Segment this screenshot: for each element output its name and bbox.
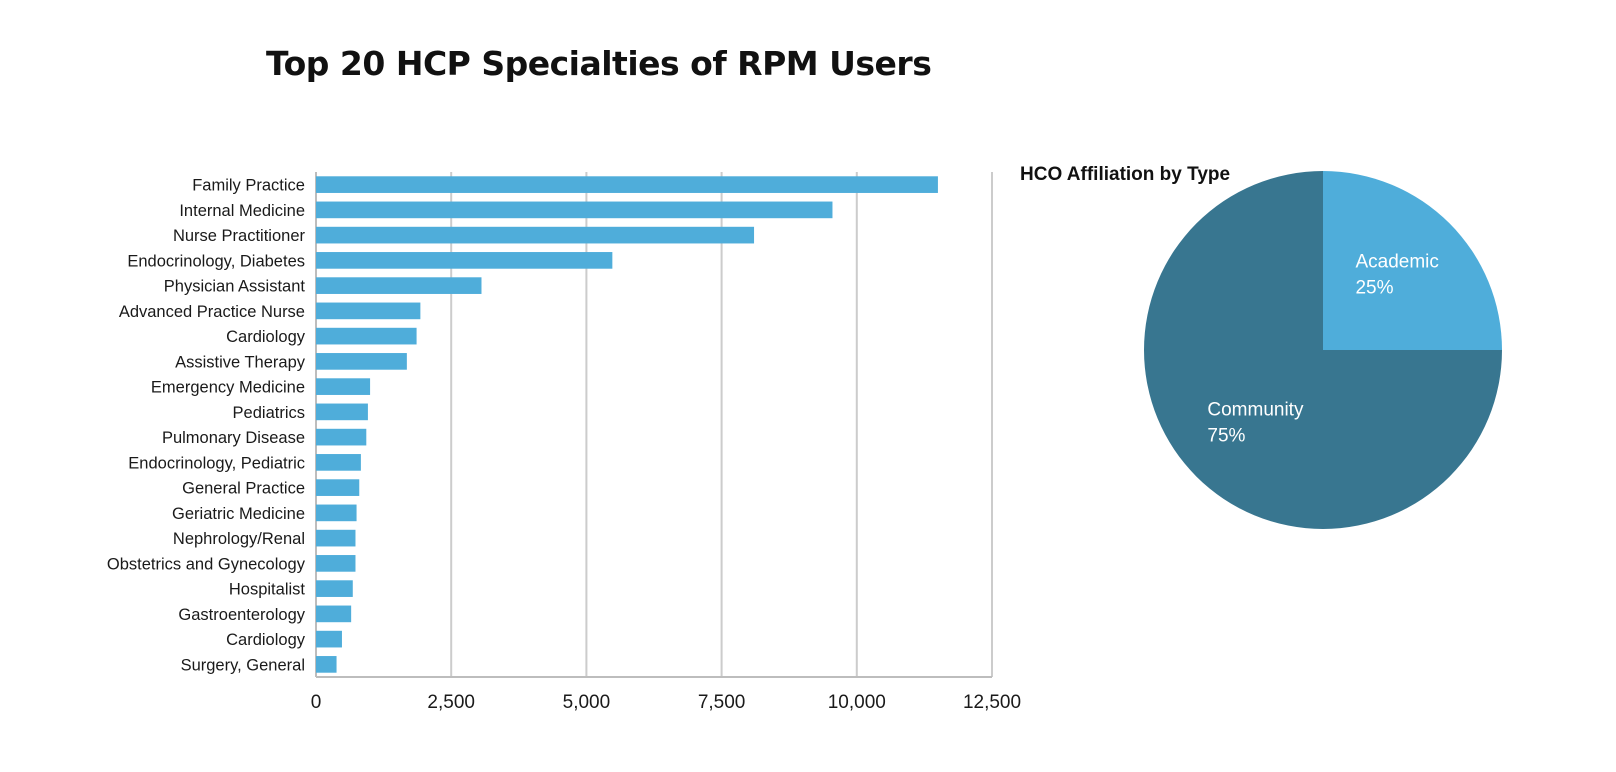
- bar: [316, 504, 357, 522]
- bar: [316, 630, 342, 648]
- bar: [316, 277, 482, 294]
- bar: [316, 555, 356, 572]
- bar: [316, 403, 368, 421]
- pie-slice-percent: 25%: [1355, 278, 1393, 299]
- category-label: Gastroenterology: [178, 606, 305, 624]
- bar: [316, 454, 361, 471]
- bar: [316, 605, 352, 623]
- bar: [316, 428, 367, 446]
- category-label: Endocrinology, Pediatric: [128, 454, 305, 472]
- pie-slice-percent: 75%: [1207, 426, 1245, 447]
- bar: [316, 226, 755, 244]
- pie-slices: [1144, 171, 1502, 529]
- category-label: Pulmonary Disease: [162, 429, 305, 447]
- pie-slice-label: Community: [1207, 400, 1304, 421]
- bar-chart: Family Practice Internal Medicine Nurse Pr…: [107, 172, 1021, 713]
- x-tick-label: 2,500: [427, 692, 475, 713]
- x-tick-label: 10,000: [828, 692, 886, 713]
- category-label: Physician Assistant: [164, 278, 306, 296]
- x-tick-label: 0: [311, 692, 322, 713]
- bar: [316, 302, 421, 320]
- category-label: Cardiology: [226, 631, 306, 649]
- category-label: General Practice: [182, 480, 305, 498]
- x-tick-label: 12,500: [963, 692, 1021, 713]
- pie-labels: Academic 25% Community 75%: [1207, 252, 1439, 447]
- pie-chart: HCO Affiliation by Type Academic 25% Commu…: [1020, 164, 1502, 529]
- pie-slice: [1323, 171, 1502, 350]
- bar: [316, 479, 360, 496]
- bar: [316, 353, 407, 370]
- bar: [316, 529, 356, 547]
- x-tick-label: 5,000: [563, 692, 611, 713]
- bar: [316, 252, 613, 269]
- category-label: Internal Medicine: [179, 202, 305, 220]
- category-label: Obstetrics and Gynecology: [107, 555, 306, 573]
- bar: [316, 580, 353, 597]
- category-label: Endocrinology, Diabetes: [127, 252, 305, 270]
- bar-gridlines: [315, 172, 993, 678]
- pie-slice-label: Academic: [1355, 252, 1438, 273]
- x-tick-labels: 0 2,500 5,000 7,500 10,000 12,500: [311, 692, 1021, 713]
- category-label: Family Practice: [192, 177, 305, 195]
- chart-title: Top 20 HCP Specialties of RPM Users: [266, 44, 932, 83]
- pie-title: HCO Affiliation by Type: [1020, 164, 1230, 185]
- bar: [316, 201, 833, 219]
- category-label: Advanced Practice Nurse: [119, 303, 305, 321]
- category-label: Cardiology: [226, 328, 306, 346]
- category-label: Nurse Practitioner: [173, 227, 306, 245]
- bar: [316, 378, 371, 395]
- category-label: Surgery, General: [181, 656, 305, 674]
- bar: [316, 327, 417, 345]
- category-label: Pediatrics: [233, 404, 305, 422]
- bar-series: [316, 176, 938, 673]
- x-tick-label: 7,500: [698, 692, 746, 713]
- category-label: Hospitalist: [229, 581, 306, 599]
- category-label: Assistive Therapy: [175, 353, 306, 371]
- category-label: Emergency Medicine: [151, 379, 305, 397]
- bar: [316, 176, 938, 193]
- pie-slice: [1144, 171, 1502, 529]
- category-label: Nephrology/Renal: [173, 530, 305, 548]
- category-label: Geriatric Medicine: [172, 505, 305, 523]
- category-labels: Family Practice Internal Medicine Nurse Pr…: [107, 177, 306, 675]
- bar: [316, 656, 337, 673]
